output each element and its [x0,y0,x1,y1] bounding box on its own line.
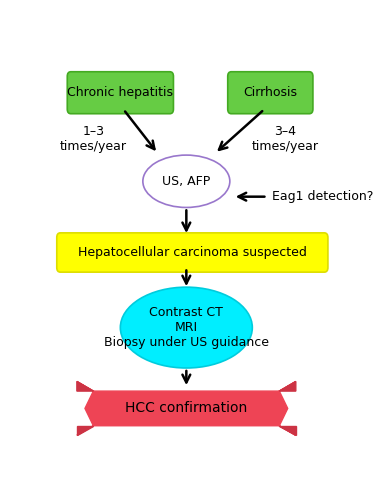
Text: US, AFP: US, AFP [162,175,211,188]
Ellipse shape [120,287,252,368]
Polygon shape [279,382,296,391]
Text: 1–3
times/year: 1–3 times/year [60,125,127,153]
Polygon shape [279,426,296,436]
Ellipse shape [143,155,230,208]
FancyBboxPatch shape [57,233,328,272]
Polygon shape [77,382,296,436]
Text: Cirrhosis: Cirrhosis [243,86,297,99]
FancyBboxPatch shape [67,72,173,114]
Text: Contrast CT
MRI
Biopsy under US guidance: Contrast CT MRI Biopsy under US guidance [104,306,269,349]
FancyBboxPatch shape [228,72,313,114]
Polygon shape [77,382,93,391]
Text: Hepatocellular carcinoma suspected: Hepatocellular carcinoma suspected [78,246,307,259]
Polygon shape [77,426,93,436]
Text: Eag1 detection?: Eag1 detection? [272,190,373,203]
Text: HCC confirmation: HCC confirmation [125,402,247,415]
Text: Chronic hepatitis: Chronic hepatitis [67,86,173,99]
Text: 3–4
times/year: 3–4 times/year [252,125,319,153]
